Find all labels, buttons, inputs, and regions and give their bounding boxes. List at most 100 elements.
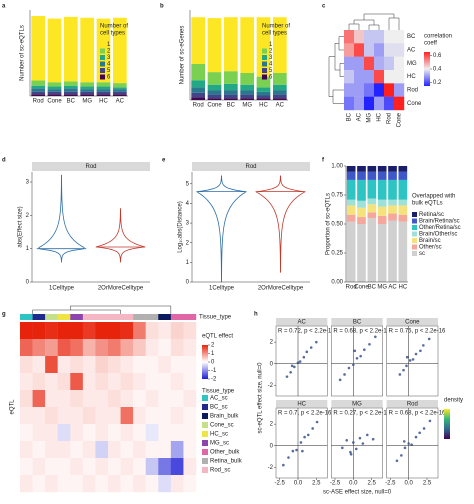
heat-cell [133,322,146,340]
point [410,443,413,446]
legend-title: Number of [262,24,290,30]
heat-cell [45,390,58,408]
tissue-track [145,314,159,320]
bar-segment [63,85,78,89]
y-tick-label: -2 [268,383,274,389]
heat-cell [145,441,159,459]
heat-cell [57,339,71,357]
point [359,354,362,358]
legend-swatch [412,231,417,237]
bar-segment [63,94,78,96]
legend-label: 5 [269,68,273,74]
legend-label: 2 [107,49,111,55]
point [349,453,353,456]
point [287,456,290,459]
bar-segment [31,88,46,92]
heat-cell [95,407,109,425]
heat-cell [70,458,84,476]
bar-segment [112,89,127,92]
heat-cell [158,390,172,408]
heat-cell [32,339,46,357]
heat-cell [344,83,355,97]
point [403,446,407,450]
facet-label: Rod [85,164,96,170]
bar-segment [388,205,397,214]
point [299,441,303,444]
heat-cell [32,356,46,374]
legend-label: Other_bulk [210,450,240,456]
facet-label: AC [297,320,306,326]
bar-segment [388,220,397,282]
bar-segment [357,207,366,218]
heat-cell [32,458,46,476]
heat-cell [120,390,134,408]
point [341,446,344,450]
y-axis-label: eQTL [10,399,16,415]
bar-segment [47,94,62,96]
bar-segment [256,95,271,99]
heat-cell [70,373,84,391]
point [309,346,313,349]
row-label: MG [407,61,417,67]
y-tick-label: 2 [270,422,274,428]
point [363,348,366,351]
bar-segment [207,72,222,85]
heat-cell [183,441,197,459]
bar-segment [96,94,111,96]
colorbar [444,409,450,439]
bar-segment [47,91,62,95]
colorbar-label: 0.4 [433,67,442,73]
bar-segment [80,86,95,90]
heat-cell [82,475,96,493]
x-tick-label: AC [116,99,125,105]
legend-label: BC_sc [210,405,228,411]
bar-segment [80,94,95,96]
legend-swatch [202,422,208,428]
heat-cell [183,475,197,493]
heat-cell [158,458,172,476]
column-label: BC [347,112,353,121]
point [289,371,292,374]
row-label: Cone [407,101,422,107]
heat-cell [120,407,134,425]
x-tick-label: AC [388,285,397,291]
heat-cell [82,322,96,340]
x-tick-label: BC [368,285,377,291]
heat-cell [145,339,159,357]
x-tick-label: 1Celltype [49,286,75,292]
legend-label: 1 [107,42,111,48]
bar-segment [223,71,238,84]
bar-segment [398,214,408,222]
facet-strip [386,400,438,408]
point [349,450,352,454]
legend-swatch [412,212,417,217]
legend-swatch [262,48,267,54]
panel-label: b [160,4,164,10]
facet-panel [331,325,383,397]
y-tick-label: 1 [26,246,30,252]
bar-segment [272,73,287,85]
point [305,350,309,354]
heat-cell [170,373,184,391]
bar-segment [80,89,95,92]
point [343,373,346,376]
legend-label: 6 [269,75,273,81]
facet-label: HC [297,402,306,408]
track-title: Tissue_type [199,315,232,321]
dendrogram [328,36,344,104]
heat-cell [57,424,71,442]
bar-segment [272,94,287,99]
heat-cell [183,373,197,391]
heat-cell [384,43,395,57]
x-tick-label: MG [242,103,252,109]
bar-segment [96,91,111,95]
x-tick-label: MG [82,99,92,105]
bar-segment [377,224,387,282]
heat-cell [57,458,71,476]
facet-label: BC [353,320,362,326]
heat-cell [95,475,109,493]
tissue-track [158,314,172,320]
bar-segment [223,90,238,95]
heat-cell [120,373,134,391]
legend-label: 4 [107,62,111,68]
